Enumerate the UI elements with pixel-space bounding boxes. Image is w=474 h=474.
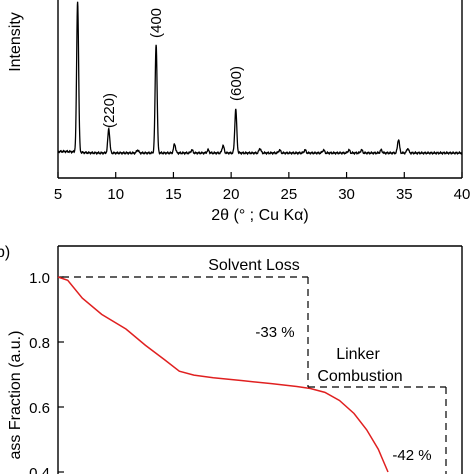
step-1-percent-label: -33 % xyxy=(255,324,294,341)
x-tick-label-20: 20 xyxy=(223,186,240,203)
x-tick-label-35: 35 xyxy=(396,186,413,203)
panel-a-x-ticks: 5 10 15 20 25 30 35 40 xyxy=(54,172,471,203)
solvent-loss-label: Solvent Loss xyxy=(208,257,300,274)
linker-label: Linker xyxy=(336,346,380,363)
y-tick-label-1-0: 1.0 xyxy=(29,270,50,287)
y-tick-label-0-4: 0.4 xyxy=(29,465,50,474)
panel-a-xlabel: 2θ (° ; Cu Kα) xyxy=(211,207,308,224)
panel-b: b) ass Fraction (a.u.) 1.0 0.8 0.6 0.4 S… xyxy=(0,244,463,474)
panel-b-y-ticks: 1.0 0.8 0.6 0.4 xyxy=(29,270,64,474)
x-tick-label-10: 10 xyxy=(107,186,124,203)
panel-b-ylabel: ass Fraction (a.u.) xyxy=(7,331,24,460)
panel-a-ylabel: Intensity xyxy=(7,12,24,72)
y-tick-label-0-6: 0.6 xyxy=(29,400,50,417)
peak-label-220: (220) xyxy=(101,93,118,128)
combustion-label: Combustion xyxy=(317,368,402,385)
step-2-percent-label: -42 % xyxy=(392,447,431,464)
x-tick-label-40: 40 xyxy=(454,186,471,203)
x-tick-label-25: 25 xyxy=(281,186,298,203)
xrd-pattern-line xyxy=(57,1,463,156)
x-tick-label-15: 15 xyxy=(165,186,182,203)
x-tick-label-30: 30 xyxy=(338,186,355,203)
panel-b-label: b) xyxy=(0,244,10,261)
peak-label-400: (400 xyxy=(148,8,165,38)
panel-a: Intensity 5 10 15 20 25 30 35 40 2θ (° ; Cu Kα)… xyxy=(7,0,470,224)
tga-mass-curve xyxy=(57,276,389,473)
peak-label-600: (600) xyxy=(228,66,245,101)
x-tick-label-5: 5 xyxy=(54,186,62,203)
y-tick-label-0-8: 0.8 xyxy=(29,335,50,352)
